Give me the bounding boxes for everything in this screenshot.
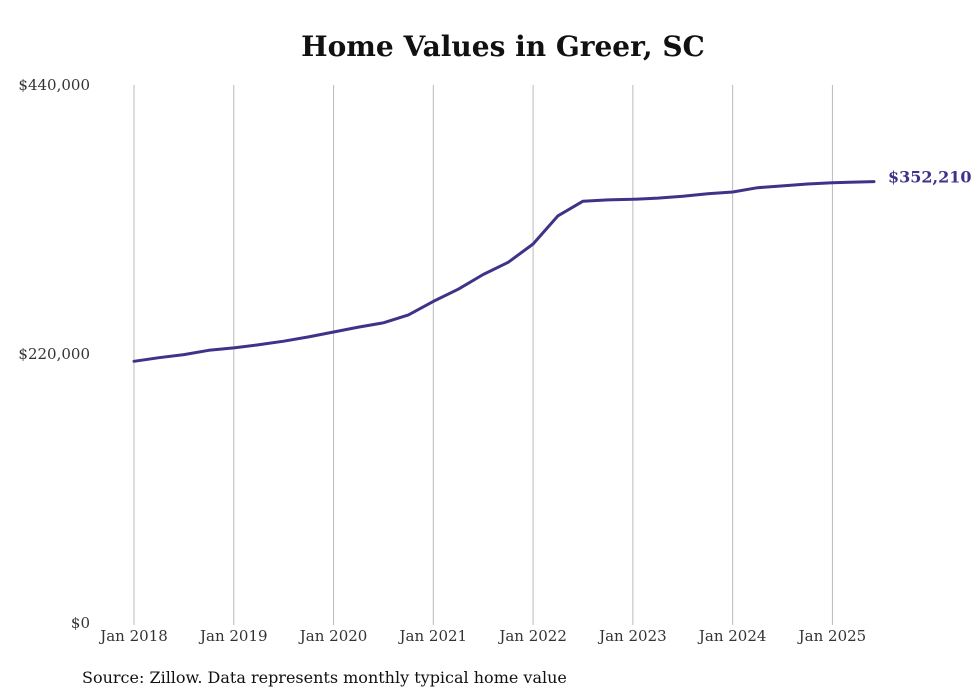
x-axis-tick-labels: Jan 2018 Jan 2019 Jan 2020 Jan 2021 Jan 2022… bbox=[98, 627, 866, 645]
y-tick-label: $0 bbox=[71, 614, 90, 632]
x-tick-label: Jan 2022 bbox=[497, 627, 567, 645]
y-tick-label: $220,000 bbox=[18, 345, 90, 363]
x-tick-label: Jan 2019 bbox=[198, 627, 268, 645]
x-tick-label: Jan 2018 bbox=[98, 627, 168, 645]
y-axis-tick-labels: $0 $220,000 $440,000 bbox=[18, 76, 90, 632]
grid-lines bbox=[133, 85, 833, 625]
x-tick-label: Jan 2021 bbox=[398, 627, 468, 645]
x-tick-label: Jan 2025 bbox=[797, 627, 867, 645]
series-layer: $352,210 bbox=[132, 168, 972, 363]
x-tick-label: Jan 2023 bbox=[597, 627, 667, 645]
x-tick-label: Jan 2020 bbox=[298, 627, 368, 645]
source-note: Source: Zillow. Data represents monthly … bbox=[82, 668, 567, 687]
end-value-label: $352,210 bbox=[888, 168, 972, 187]
series-line bbox=[132, 180, 876, 363]
y-tick-label: $440,000 bbox=[18, 76, 90, 94]
x-tick-label: Jan 2024 bbox=[697, 627, 767, 645]
chart-title: Home Values in Greer, SC bbox=[301, 30, 705, 63]
